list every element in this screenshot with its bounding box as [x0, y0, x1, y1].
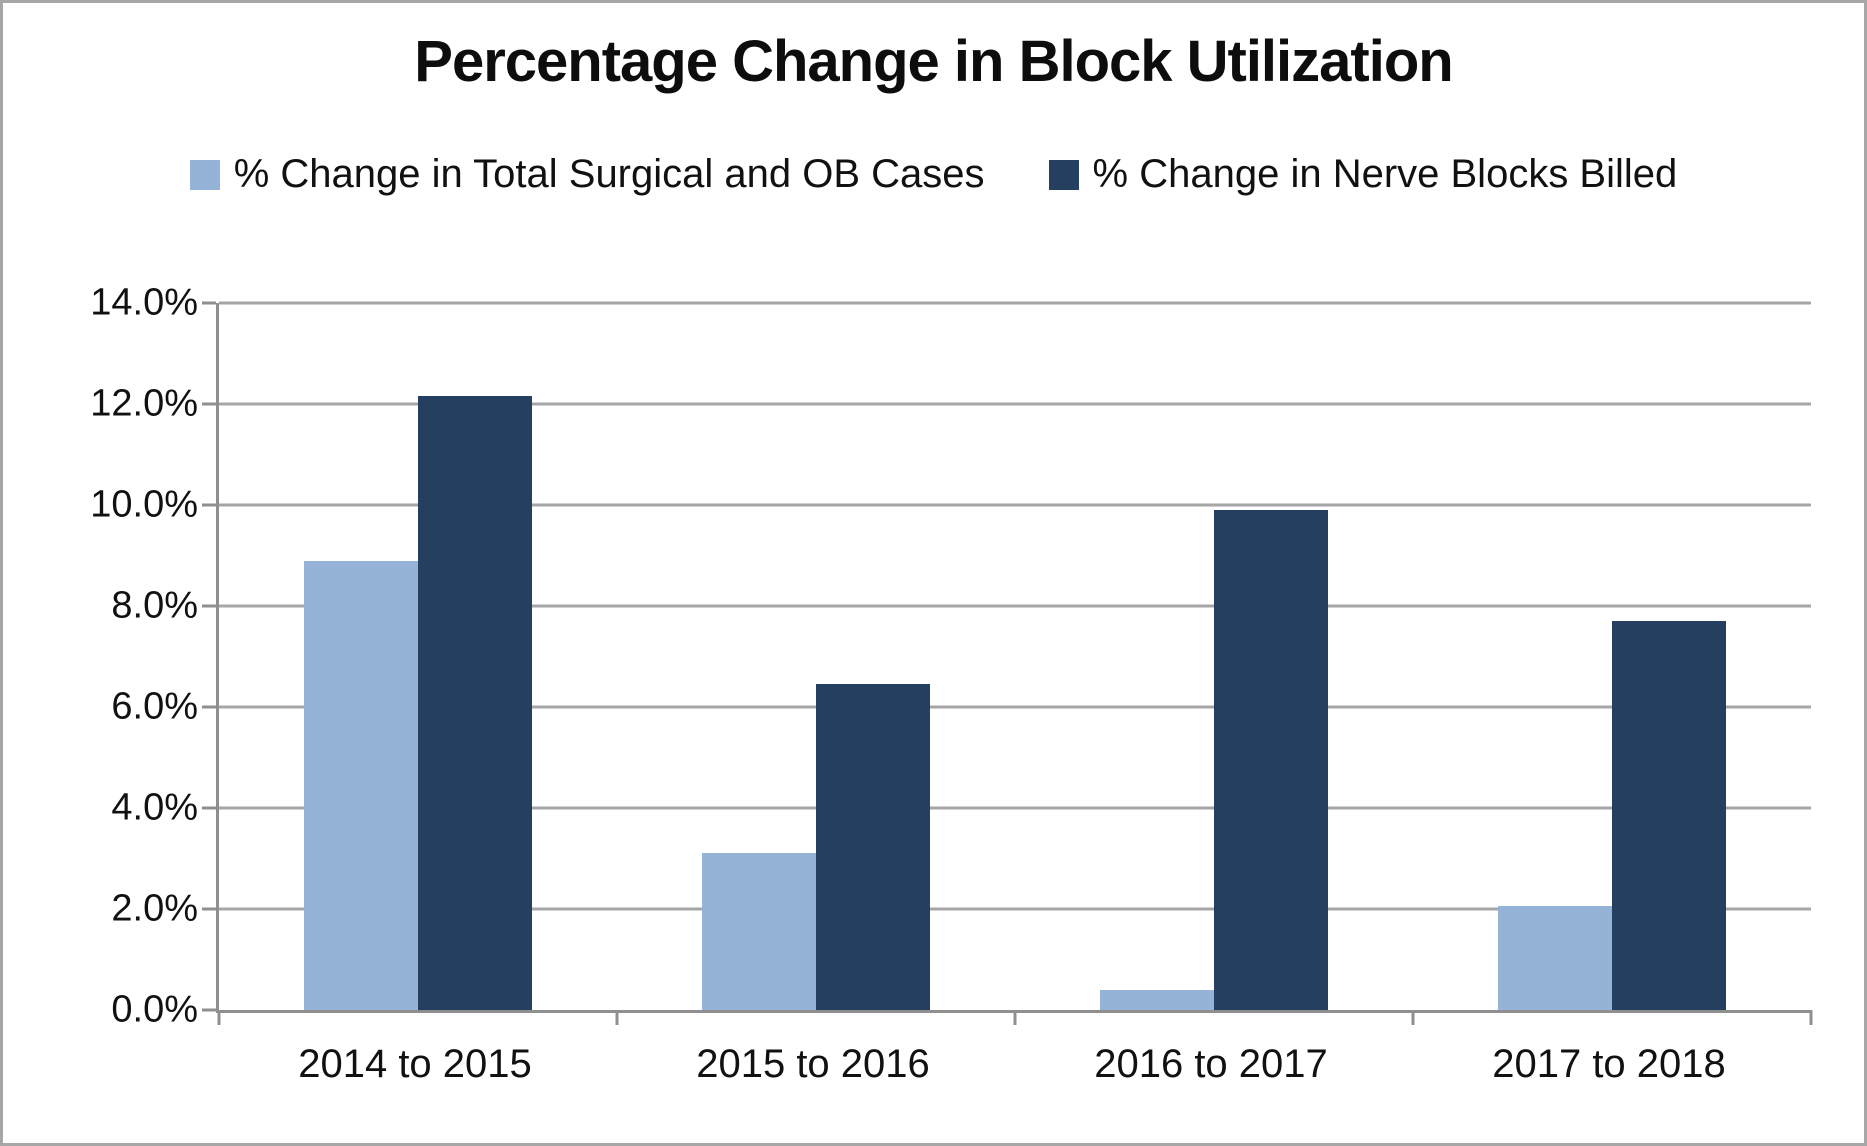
gridline [219, 402, 1811, 406]
y-axis-tick [202, 301, 216, 305]
y-tick-label: 10.0% [90, 483, 198, 526]
legend-label: % Change in Nerve Blocks Billed [1092, 152, 1678, 196]
chart-title: Percentage Change in Block Utilization [414, 29, 1453, 94]
y-axis-tick [202, 1008, 216, 1012]
x-category-label: 2017 to 2018 [1492, 1042, 1726, 1086]
y-tick-label: 4.0% [111, 786, 198, 829]
bars-row [219, 303, 1811, 1010]
x-category-label: 2015 to 2016 [696, 1042, 930, 1086]
legend-swatch-dark-navy [1048, 159, 1079, 190]
gridline [219, 301, 1811, 305]
y-tick-label: 14.0% [90, 281, 198, 324]
y-axis-tick [202, 402, 216, 406]
x-axis-tick [1411, 1010, 1415, 1025]
gridline [219, 806, 1811, 810]
bar-series-0-2017-to-2018 [1498, 906, 1612, 1010]
y-tick-label: 8.0% [111, 584, 198, 627]
y-tick-label: 12.0% [90, 382, 198, 425]
x-axis-labels: 2014 to 2015 2015 to 2016 2016 to 2017 2017… [216, 1042, 1808, 1087]
y-axis-tick [202, 907, 216, 911]
legend-label: % Change in Total Surgical and OB Cases [233, 152, 985, 196]
bar-series-1-2015-to-2016 [816, 684, 930, 1010]
y-tick-label: 6.0% [111, 685, 198, 728]
gridline [219, 907, 1811, 911]
bar-series-0-2015-to-2016 [702, 853, 816, 1010]
x-category-label: 2016 to 2017 [1094, 1042, 1328, 1086]
category-group-2017-to-2018 [1413, 303, 1811, 1010]
x-category-label: 2014 to 2015 [298, 1042, 532, 1086]
y-axis-labels: 0.0% 2.0% 4.0% 6.0% 8.0% 10.0% 12.0% 14.0% [0, 282, 198, 1031]
gridline [219, 705, 1811, 709]
y-tick-label: 2.0% [111, 887, 198, 930]
legend: % Change in Total Surgical and OB Cases … [0, 152, 1867, 197]
x-axis-tick [1809, 1010, 1813, 1025]
y-axis-tick [202, 806, 216, 810]
x-axis-tick [1013, 1010, 1017, 1025]
y-tick-label: 0.0% [111, 988, 198, 1031]
y-axis-tick [202, 705, 216, 709]
x-axis-tick [217, 1010, 221, 1025]
bar-series-1-2014-to-2015 [418, 396, 532, 1010]
legend-item-nerve-blocks-billed: % Change in Nerve Blocks Billed [1048, 152, 1678, 197]
category-group-2016-to-2017 [1015, 303, 1413, 1010]
category-group-2014-to-2015 [219, 303, 617, 1010]
bar-series-0-2014-to-2015 [304, 560, 418, 1010]
legend-swatch-light-blue [189, 159, 220, 190]
category-group-2015-to-2016 [617, 303, 1015, 1010]
x-axis-tick [615, 1010, 619, 1025]
y-axis-tick [202, 604, 216, 608]
gridline [219, 604, 1811, 608]
bar-series-1-2016-to-2017 [1214, 510, 1328, 1010]
gridline [219, 503, 1811, 507]
bar-series-0-2016-to-2017 [1100, 989, 1214, 1010]
legend-item-total-surgical-ob-cases: % Change in Total Surgical and OB Cases [189, 152, 985, 197]
plot-area [202, 301, 1813, 1025]
y-axis-tick [202, 503, 216, 507]
bar-series-1-2017-to-2018 [1612, 621, 1726, 1010]
